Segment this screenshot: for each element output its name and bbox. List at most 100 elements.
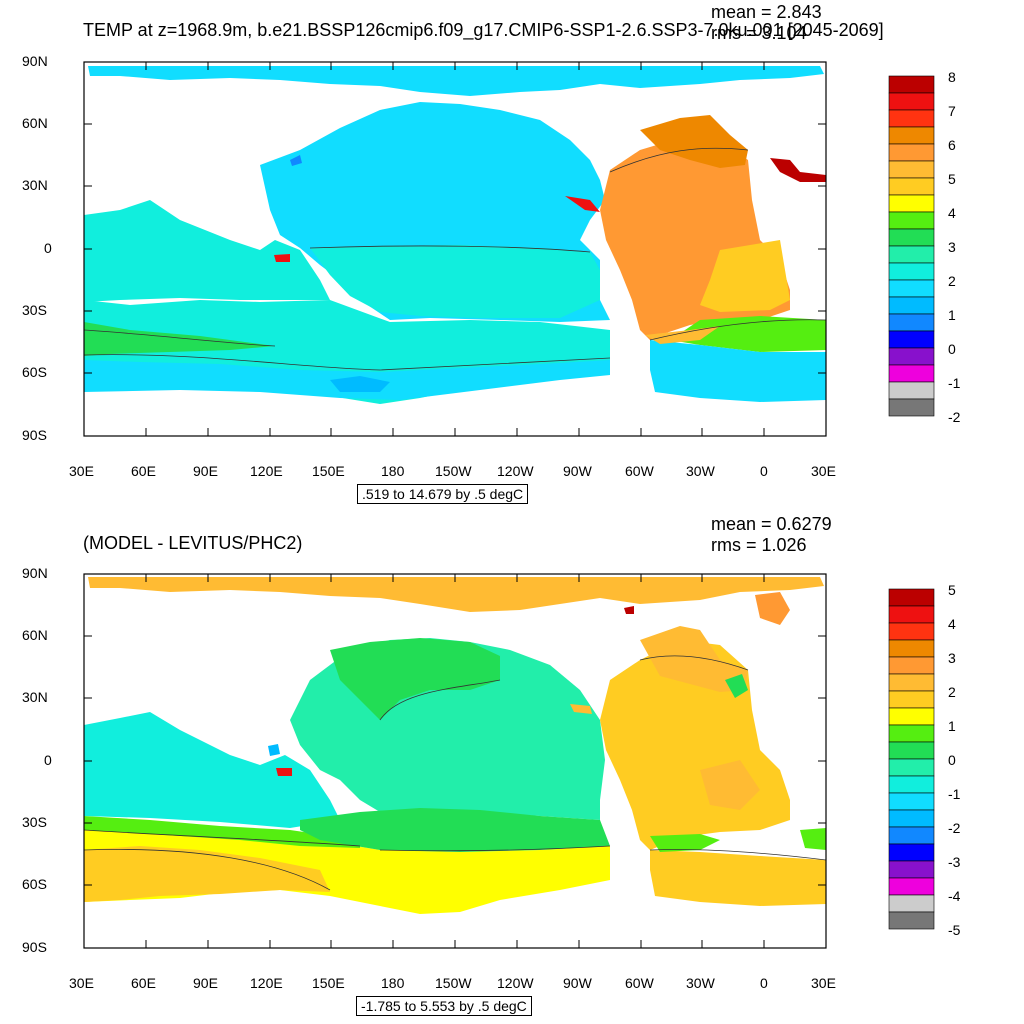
bottom-lat-label-60s: 60S: [22, 876, 47, 892]
top-colorbar-label: 5: [948, 171, 956, 187]
top-lon-label: 60W: [625, 463, 654, 479]
bottom-colorbar-label: 5: [948, 582, 956, 598]
bottom-lon-label: 30E: [69, 975, 94, 991]
top-colorbar-label: -1: [948, 375, 961, 391]
top-lon-label: 0: [760, 463, 768, 479]
colorbar-swatch: [888, 826, 935, 845]
top-panel-title: TEMP at z=1968.9m, b.e21.BSSP126cmip6.f0…: [83, 20, 884, 40]
colorbar-swatch: [888, 894, 935, 913]
bottom-lat-label-60n: 60N: [22, 627, 48, 643]
top-colorbar-label: 4: [948, 205, 956, 221]
bottom-lon-label: 30E: [811, 975, 836, 991]
bottom-lon-label: 180: [381, 975, 405, 991]
bottom-indian-ocean: [84, 712, 340, 828]
bottom-southern-green-west: [84, 816, 360, 848]
bottom-atlantic-north-orange: [640, 626, 748, 692]
colorbar-swatch: [888, 605, 935, 624]
top-lon-label: 150E: [312, 463, 345, 479]
colorbar-swatch: [888, 809, 935, 828]
bottom-lon-label: 120E: [250, 975, 283, 991]
bottom-lon-label: 150E: [312, 975, 345, 991]
top-lon-label: 120E: [250, 463, 283, 479]
top-atlantic-mid-band: [645, 326, 720, 344]
colorbar-swatch: [888, 911, 935, 930]
top-green-band-west: [84, 322, 275, 356]
top-lon-label: 30W: [686, 463, 715, 479]
top-lat-label-30s: 30S: [22, 302, 47, 318]
bottom-lon-label: 90W: [563, 975, 592, 991]
colorbar-swatch: [888, 724, 935, 743]
colorbar-swatch: [888, 877, 935, 896]
colorbar-swatch: [888, 588, 935, 607]
top-ticks: [83, 61, 826, 437]
bottom-atlantic-south-green: [650, 834, 720, 852]
top-colorbar-label: -2: [948, 409, 961, 425]
bottom-colorbar-label: -3: [948, 854, 961, 870]
top-atlantic-southwest: [650, 340, 826, 402]
bottom-colorbar-label: 0: [948, 752, 956, 768]
top-lon-label: 60E: [131, 463, 156, 479]
top-lat-label-30n: 30N: [22, 177, 48, 193]
top-lat-label-90s: 90S: [22, 427, 47, 443]
top-caribbean-red: [565, 196, 600, 212]
top-lon-label: 90W: [563, 463, 592, 479]
bottom-indo-red: [276, 768, 292, 776]
bottom-colorbar-label: -1: [948, 786, 961, 802]
top-rms-label: rms = 3.104: [711, 23, 807, 43]
top-lon-label: 90E: [193, 463, 218, 479]
top-indian-ocean: [84, 200, 330, 302]
top-lon-label: 150W: [435, 463, 472, 479]
bottom-indo-blue: [268, 744, 280, 756]
bottom-lon-label: 120W: [497, 975, 534, 991]
bottom-lat-label-90s: 90S: [22, 939, 47, 955]
top-med-red-patch: [770, 158, 826, 182]
bottom-rms-label: rms = 1.026: [711, 535, 807, 555]
bottom-lon-label: 60E: [131, 975, 156, 991]
bottom-colorbar-label: 2: [948, 684, 956, 700]
bottom-atlantic-mid-orange: [700, 760, 760, 810]
top-lat-label-60s: 60S: [22, 364, 47, 380]
bottom-lat-label-30n: 30N: [22, 689, 48, 705]
bottom-colorbar-label: 1: [948, 718, 956, 734]
colorbar-swatch: [888, 690, 935, 709]
top-lon-label: 120W: [497, 463, 534, 479]
bottom-contour-info: -1.785 to 5.553 by .5 degC: [356, 996, 532, 1016]
bottom-lat-label-90n: 90N: [22, 565, 48, 581]
bottom-lon-label: 30W: [686, 975, 715, 991]
top-contour-info: .519 to 14.679 by .5 degC: [357, 484, 529, 504]
colorbar-swatch: [888, 398, 935, 417]
bottom-contour-lines: [83, 655, 827, 891]
bottom-lon-label: 0: [760, 975, 768, 991]
bottom-pacific-south-green: [360, 808, 610, 852]
bottom-lon-label: 60W: [625, 975, 654, 991]
top-atlantic-south-yellow: [700, 240, 790, 312]
top-atlantic-north-orange: [640, 115, 748, 168]
top-colorbar-label: 1: [948, 307, 956, 323]
bottom-lon-label: 150W: [435, 975, 472, 991]
colorbar-swatch: [888, 843, 935, 862]
top-colorbar-label: 6: [948, 137, 956, 153]
colorbar-swatch: [888, 741, 935, 760]
top-lat-label-0: 0: [44, 240, 52, 256]
bottom-arctic-east: [755, 592, 790, 625]
bottom-colorbar-label: 4: [948, 616, 956, 632]
top-lat-label-90n: 90N: [22, 53, 48, 69]
bottom-med-red: [624, 606, 634, 614]
colorbar-swatch: [888, 792, 935, 811]
bottom-atlantic-green-spot: [725, 674, 748, 698]
bottom-colorbar-label: -4: [948, 888, 961, 904]
bottom-atlantic-south-yellow: [650, 850, 826, 906]
bottom-colorbar-label: -2: [948, 820, 961, 836]
top-atlantic-south-green: [670, 316, 826, 352]
top-ne-pacific-blue: [290, 155, 302, 166]
top-arctic-ocean: [88, 66, 824, 96]
bottom-lat-label-30s: 30S: [22, 814, 47, 830]
top-south-pacific-deep-blue: [330, 376, 390, 392]
top-lon-label: 30E: [69, 463, 94, 479]
bottom-pacific-south-green-west: [300, 812, 380, 850]
colorbar-swatch: [888, 656, 935, 675]
colorbar-swatch: [888, 639, 935, 658]
bottom-colorbar-label: 3: [948, 650, 956, 666]
top-colorbar-label: 3: [948, 239, 956, 255]
